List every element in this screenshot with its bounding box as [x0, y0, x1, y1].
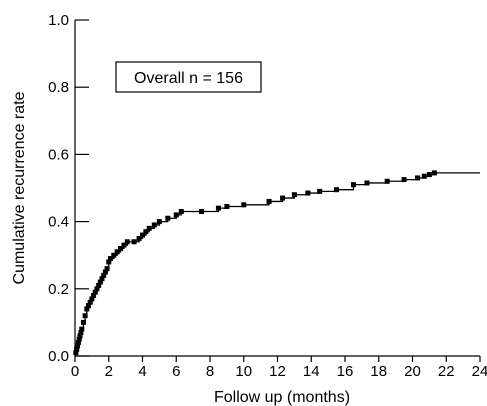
censor-marker [280, 195, 286, 201]
censor-marker [151, 222, 157, 228]
survival-step-line [75, 172, 480, 357]
censor-marker [178, 209, 184, 215]
censor-marker [291, 192, 297, 198]
censor-marker [89, 296, 95, 302]
censor-marker [104, 266, 110, 272]
censor-marker [421, 173, 427, 179]
x-tick-label: 8 [206, 363, 214, 380]
censor-marker [173, 212, 179, 218]
x-tick-label: 18 [370, 363, 387, 380]
censor-marker [75, 340, 81, 346]
censor-marker [199, 209, 205, 215]
censor-marker [415, 175, 421, 181]
censor-marker [84, 306, 90, 312]
censor-marker [241, 202, 247, 208]
y-tick-label: 0.2 [48, 281, 69, 298]
censor-marker [87, 299, 93, 305]
censor-marker [118, 245, 124, 251]
censor-marker [266, 198, 272, 204]
annotation-text: Overall n = 156 [134, 70, 243, 87]
censor-marker [305, 190, 311, 196]
censor-marker [99, 276, 105, 282]
censor-marker [114, 249, 120, 255]
censor-marker [121, 242, 127, 248]
censor-marker [106, 259, 112, 265]
censor-marker [350, 182, 356, 188]
x-tick-label: 4 [138, 363, 146, 380]
censor-marker [111, 252, 117, 258]
censor-marker [74, 346, 80, 352]
x-tick-label: 16 [337, 363, 354, 380]
y-tick-label: 1.0 [48, 12, 69, 29]
y-tick-label: 0.4 [48, 214, 69, 231]
censor-marker [78, 329, 84, 335]
censor-marker [131, 239, 137, 245]
x-tick-label: 12 [269, 363, 286, 380]
censor-marker [82, 313, 88, 319]
x-tick-label: 6 [172, 363, 180, 380]
censor-marker [86, 303, 91, 309]
x-axis-title: Follow up (months) [214, 389, 350, 406]
x-tick-label: 24 [472, 363, 487, 380]
y-axis-title: Cumulative recurrence rate [11, 91, 28, 284]
x-tick-label: 22 [438, 363, 455, 380]
censor-marker [91, 293, 97, 299]
censor-marker [317, 188, 323, 194]
censor-marker [224, 203, 230, 209]
censor-marker [96, 282, 102, 288]
annotation-box [115, 61, 262, 93]
censor-marker [140, 232, 145, 238]
x-tick-label: 2 [105, 363, 113, 380]
censor-marker [77, 333, 83, 339]
y-tick-label: 0.0 [48, 348, 69, 365]
x-tick-label: 20 [404, 363, 421, 380]
x-tick-label: 0 [71, 363, 79, 380]
y-tick-label: 0.8 [48, 79, 69, 96]
censor-marker [80, 319, 86, 325]
censor-marker [73, 350, 79, 356]
censor-marker [143, 229, 149, 235]
censor-marker [215, 205, 221, 211]
x-tick-label: 14 [303, 363, 320, 380]
x-tick-label: 10 [235, 363, 252, 380]
annotation: Overall n = 156 [115, 61, 262, 93]
censor-marker [426, 172, 432, 178]
censor-marker [75, 343, 81, 349]
censor-marker [97, 279, 103, 285]
censor-marker [92, 289, 98, 295]
censor-marker [334, 187, 340, 193]
censor-marker [431, 170, 437, 176]
censor-marker [76, 336, 82, 342]
series-layer [73, 170, 480, 357]
censor-marker [94, 286, 100, 292]
censor-marker [165, 215, 171, 221]
censor-marker [146, 225, 152, 231]
censor-marker [107, 256, 113, 262]
ticks: 0 2 4 6 8 10 12 14 16 18 20 22 240.00.20.40.60.81.0 [48, 12, 487, 380]
censor-marker [384, 178, 390, 184]
censor-marker [364, 180, 370, 186]
censor-marker [102, 269, 108, 275]
censor-marker [156, 219, 162, 225]
y-tick-label: 0.6 [48, 146, 69, 163]
censor-marker [136, 235, 142, 241]
censor-marker [101, 272, 107, 278]
censor-marker [124, 239, 130, 245]
censor-marker [401, 177, 407, 183]
censor-marker [79, 326, 85, 332]
